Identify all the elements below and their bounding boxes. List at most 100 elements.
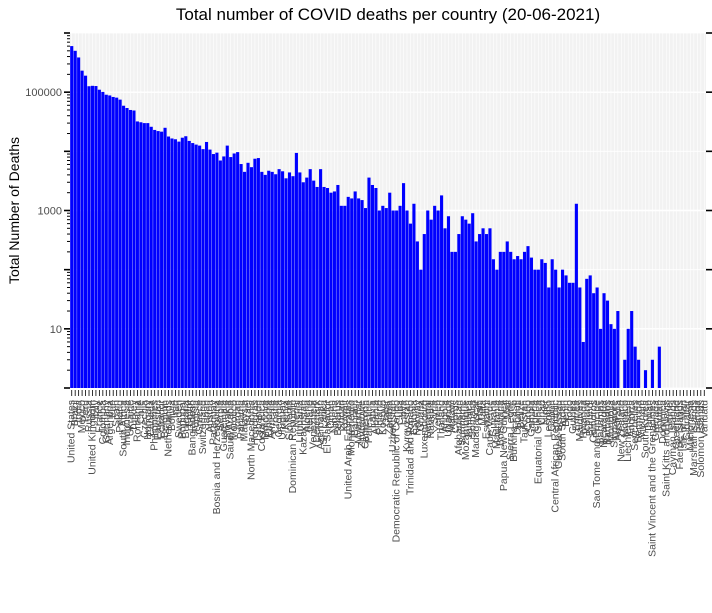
- bar: [343, 205, 347, 388]
- bar: [609, 324, 613, 388]
- x-tick-label: Guatemala: [218, 400, 230, 452]
- x-tick-label: Niger: [539, 399, 551, 425]
- x-tick-label: Cayman Islands: [667, 400, 679, 475]
- x-tick-label: Palestine: [363, 400, 375, 443]
- bar: [471, 213, 475, 388]
- bar: [595, 287, 599, 388]
- bar: [505, 241, 509, 388]
- x-tick-label: Bangladesh: [187, 400, 199, 456]
- bar: [529, 257, 534, 388]
- x-tick-label: Kenya: [280, 400, 292, 430]
- bar: [225, 145, 229, 388]
- bar: [363, 208, 368, 388]
- bar: [522, 251, 527, 388]
- bar: [329, 192, 333, 388]
- x-tick-label: South Sudan: [557, 400, 569, 461]
- x-tick-label: Gambia: [525, 400, 537, 437]
- bar: [588, 275, 592, 388]
- bar: [616, 311, 620, 388]
- bar: [166, 136, 171, 388]
- bar: [626, 328, 630, 388]
- bar: [325, 188, 330, 388]
- x-tick-label: Belarus: [332, 400, 344, 436]
- bar: [460, 216, 464, 388]
- x-tick-label: Iran: [107, 400, 119, 418]
- x-tick-label: Syria: [429, 400, 441, 424]
- bar: [101, 91, 105, 389]
- x-tick-label: Central African Republic: [550, 400, 562, 513]
- bar: [478, 234, 482, 388]
- x-tick-label: Mexico: [76, 400, 88, 433]
- x-tick-label: Oman: [325, 400, 337, 429]
- x-tick-label: Jamaica: [463, 400, 475, 439]
- x-tick-label: Egypt: [183, 400, 195, 427]
- bar: [450, 251, 454, 388]
- x-tick-label: Saint Vincent and the Grenadines: [646, 400, 658, 557]
- x-tick-label: Costa Rica: [256, 400, 268, 452]
- bar: [498, 251, 502, 388]
- x-tick-label: Morocco: [228, 400, 240, 440]
- x-tick-label: Senegal: [422, 400, 434, 439]
- bar: [408, 223, 413, 388]
- bar: [125, 108, 129, 389]
- x-tick-label: Iceland: [581, 400, 593, 434]
- bar: [115, 97, 119, 388]
- bar: [173, 139, 177, 388]
- x-tick-label: Vanuatu: [698, 400, 710, 438]
- x-tick-label: France: [93, 400, 105, 433]
- x-tick-label: Brunei: [664, 400, 676, 430]
- x-tick-label: Netherlands: [163, 400, 175, 457]
- bar: [533, 269, 537, 388]
- bar: [184, 136, 188, 388]
- x-tick-label: Pakistan: [152, 400, 164, 440]
- x-tick-label: Monaco: [619, 400, 631, 438]
- x-tick-label: Trinidad and Tobago: [404, 400, 416, 495]
- bar: [543, 262, 547, 388]
- x-tick-label: Kosovo: [377, 400, 389, 435]
- bar: [229, 157, 233, 388]
- bar: [436, 210, 440, 388]
- x-tick-label: Ecuador: [156, 399, 168, 439]
- bar: [464, 219, 468, 388]
- x-tick-label: South Africa: [118, 400, 130, 457]
- x-tick-label: Saudi Arabia: [225, 400, 237, 460]
- bars: [70, 46, 661, 389]
- x-tick-labels: United StatesBrazilIndiaMexicoPeruRussia…: [66, 399, 711, 557]
- x-tick-label: United Kingdom: [86, 400, 98, 475]
- x-tick-label: Somalia: [467, 400, 479, 438]
- bar: [128, 109, 133, 389]
- bar: [242, 171, 247, 388]
- x-tick-label: Azerbaijan: [315, 400, 327, 450]
- bar: [547, 287, 551, 388]
- x-tick-label: Bolivia: [166, 400, 178, 431]
- y-axis-ticks: [64, 32, 712, 389]
- x-tick-label: Philippines: [149, 400, 161, 451]
- x-tick-label: Thailand: [436, 400, 448, 440]
- x-tick-label: Isle of Man: [678, 400, 690, 452]
- x-tick-label: El Salvador: [322, 400, 334, 454]
- bar: [339, 205, 343, 388]
- x-tick-label: Bulgaria: [180, 400, 192, 439]
- x-tick-label: Mali: [501, 400, 513, 419]
- x-tick-label: Ukraine: [124, 400, 136, 436]
- bar: [405, 210, 409, 388]
- x-tick-label: Sudan: [335, 400, 347, 431]
- x-tick-label: Bermuda: [633, 400, 645, 443]
- bar: [142, 123, 146, 388]
- x-tick-label: Indonesia: [121, 400, 133, 446]
- bar: [650, 359, 654, 388]
- bar: [457, 234, 461, 388]
- bar: [194, 144, 198, 388]
- bar: [581, 341, 585, 388]
- bar: [201, 149, 205, 388]
- bar: [204, 141, 209, 388]
- bar: [274, 174, 278, 388]
- x-tick-label: Latvia: [366, 400, 378, 428]
- bar: [291, 176, 295, 388]
- x-tick-label: Slovenia: [283, 400, 295, 440]
- x-tick-label: Luxembourg: [418, 400, 430, 459]
- x-tick-label: Sri Lanka: [318, 400, 330, 445]
- x-tick-label: Norway: [411, 399, 423, 435]
- x-tick-label: Micronesia: [684, 400, 696, 451]
- bar: [256, 158, 260, 388]
